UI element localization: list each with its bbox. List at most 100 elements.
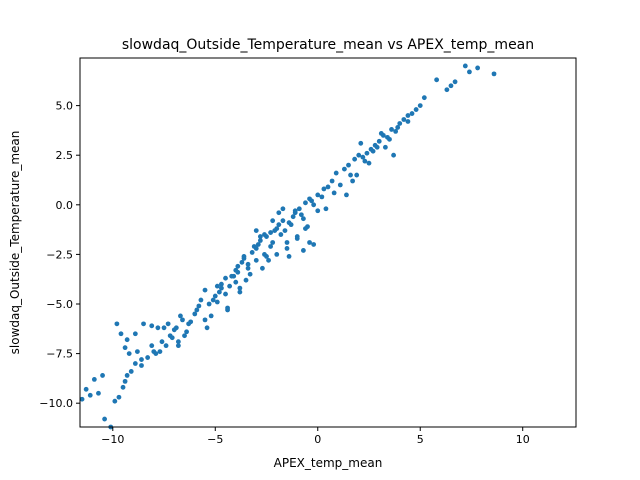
scatter-point — [139, 363, 144, 368]
scatter-point — [212, 293, 218, 299]
x-axis-ticks: −10 −5 0 5 10 — [101, 427, 530, 446]
scatter-point — [116, 394, 122, 400]
scatter-point — [114, 321, 120, 327]
scatter-point — [227, 283, 233, 289]
scatter-point — [257, 234, 263, 239]
scatter-point — [264, 253, 269, 259]
scatter-point — [102, 416, 107, 422]
scatter-point — [284, 240, 290, 245]
scatter-point — [364, 150, 370, 156]
scatter-point — [296, 206, 302, 212]
scatter-point — [421, 95, 427, 101]
scatter-point — [280, 218, 286, 224]
scatter-point — [260, 265, 265, 271]
chart-title: slowdaq_Outside_Temperature_mean vs APEX… — [122, 37, 534, 53]
scatter-point — [184, 329, 189, 335]
scatter-point — [268, 230, 274, 235]
scatter-point — [452, 79, 458, 85]
scatter-point — [358, 140, 364, 146]
y-tick-label: −10.0 — [39, 397, 73, 410]
scatter-point — [284, 246, 290, 251]
scatter-point — [216, 289, 222, 295]
scatter-point — [157, 349, 163, 355]
scatter-point — [344, 192, 349, 198]
scatter-point — [309, 198, 314, 204]
scatter-point — [491, 71, 497, 77]
y-tick-label: −7.5 — [46, 348, 73, 361]
scatter-point — [298, 212, 304, 218]
scatter-point — [286, 253, 292, 259]
scatter-point — [180, 317, 185, 323]
scatter-point — [348, 172, 353, 178]
scatter-point — [153, 351, 159, 356]
scatter-point — [417, 103, 423, 109]
scatter-point — [374, 144, 380, 150]
scatter-point — [178, 313, 183, 319]
scatter-point — [272, 228, 278, 234]
scatter-point — [362, 158, 368, 164]
scatter-point — [370, 148, 376, 154]
scatter-point — [270, 240, 276, 245]
scatter-point — [245, 265, 251, 271]
scatter-point — [249, 250, 255, 255]
scatter-point — [100, 373, 105, 378]
scatter-point — [132, 331, 138, 337]
scatter-point — [124, 337, 130, 343]
scatter-point — [219, 285, 224, 291]
scatter-point — [120, 384, 126, 390]
scatter-point — [83, 386, 89, 392]
scatter-point — [122, 378, 128, 384]
scatter-point — [303, 200, 308, 206]
scatter-point — [253, 228, 259, 234]
scatter-point — [337, 182, 343, 188]
scatter-point — [243, 277, 249, 283]
scatter-point — [128, 369, 134, 374]
scatter-point — [145, 355, 151, 360]
scatter-point — [255, 242, 261, 247]
scatter-point — [346, 162, 351, 168]
scatter-point — [282, 228, 288, 234]
scatter-point — [251, 244, 257, 249]
scatter-point — [356, 152, 362, 158]
scatter-point — [204, 325, 210, 331]
x-tick-label: 10 — [516, 433, 530, 446]
y-axis-ticks: −10.0 −7.5 −5.0 −2.5 0.0 2.5 5.0 — [39, 100, 80, 410]
scatter-point — [223, 291, 228, 297]
scatter-point — [214, 299, 220, 305]
scatter-point — [96, 390, 101, 396]
scatter-point — [247, 271, 253, 277]
y-tick-label: −2.5 — [46, 248, 73, 261]
scatter-point — [223, 275, 228, 281]
scatter-point — [376, 138, 382, 144]
x-tick-label: −5 — [207, 433, 223, 446]
scatter-point — [268, 244, 274, 249]
scatter-point — [448, 83, 454, 89]
scatter-point — [401, 117, 407, 122]
scatter-point — [331, 190, 337, 196]
scatter-point — [118, 331, 124, 337]
scatter-point — [245, 261, 251, 267]
scatter-point — [239, 259, 245, 265]
scatter-point — [169, 335, 175, 341]
scatter-point — [202, 317, 208, 323]
scatter-point — [475, 65, 481, 71]
scatter-point — [315, 192, 321, 198]
scatter-point — [352, 156, 358, 162]
x-tick-label: 5 — [417, 433, 424, 446]
scatter-point — [163, 343, 169, 349]
scatter-point — [307, 240, 312, 245]
scatter-points — [79, 63, 497, 430]
scatter-point — [366, 160, 372, 166]
scatter-point — [389, 127, 394, 132]
scatter-point — [413, 107, 419, 112]
y-tick-label: 2.5 — [56, 149, 74, 162]
y-tick-label: 0.0 — [56, 199, 74, 212]
x-axis-label: APEX_temp_mean — [274, 456, 383, 470]
scatter-point — [134, 349, 140, 355]
scatter-point — [139, 357, 144, 362]
scatter-point — [91, 376, 97, 382]
scatter-point — [253, 257, 259, 263]
scatter-point — [405, 119, 411, 124]
scatter-point — [132, 361, 138, 366]
scatter-point — [350, 178, 355, 184]
